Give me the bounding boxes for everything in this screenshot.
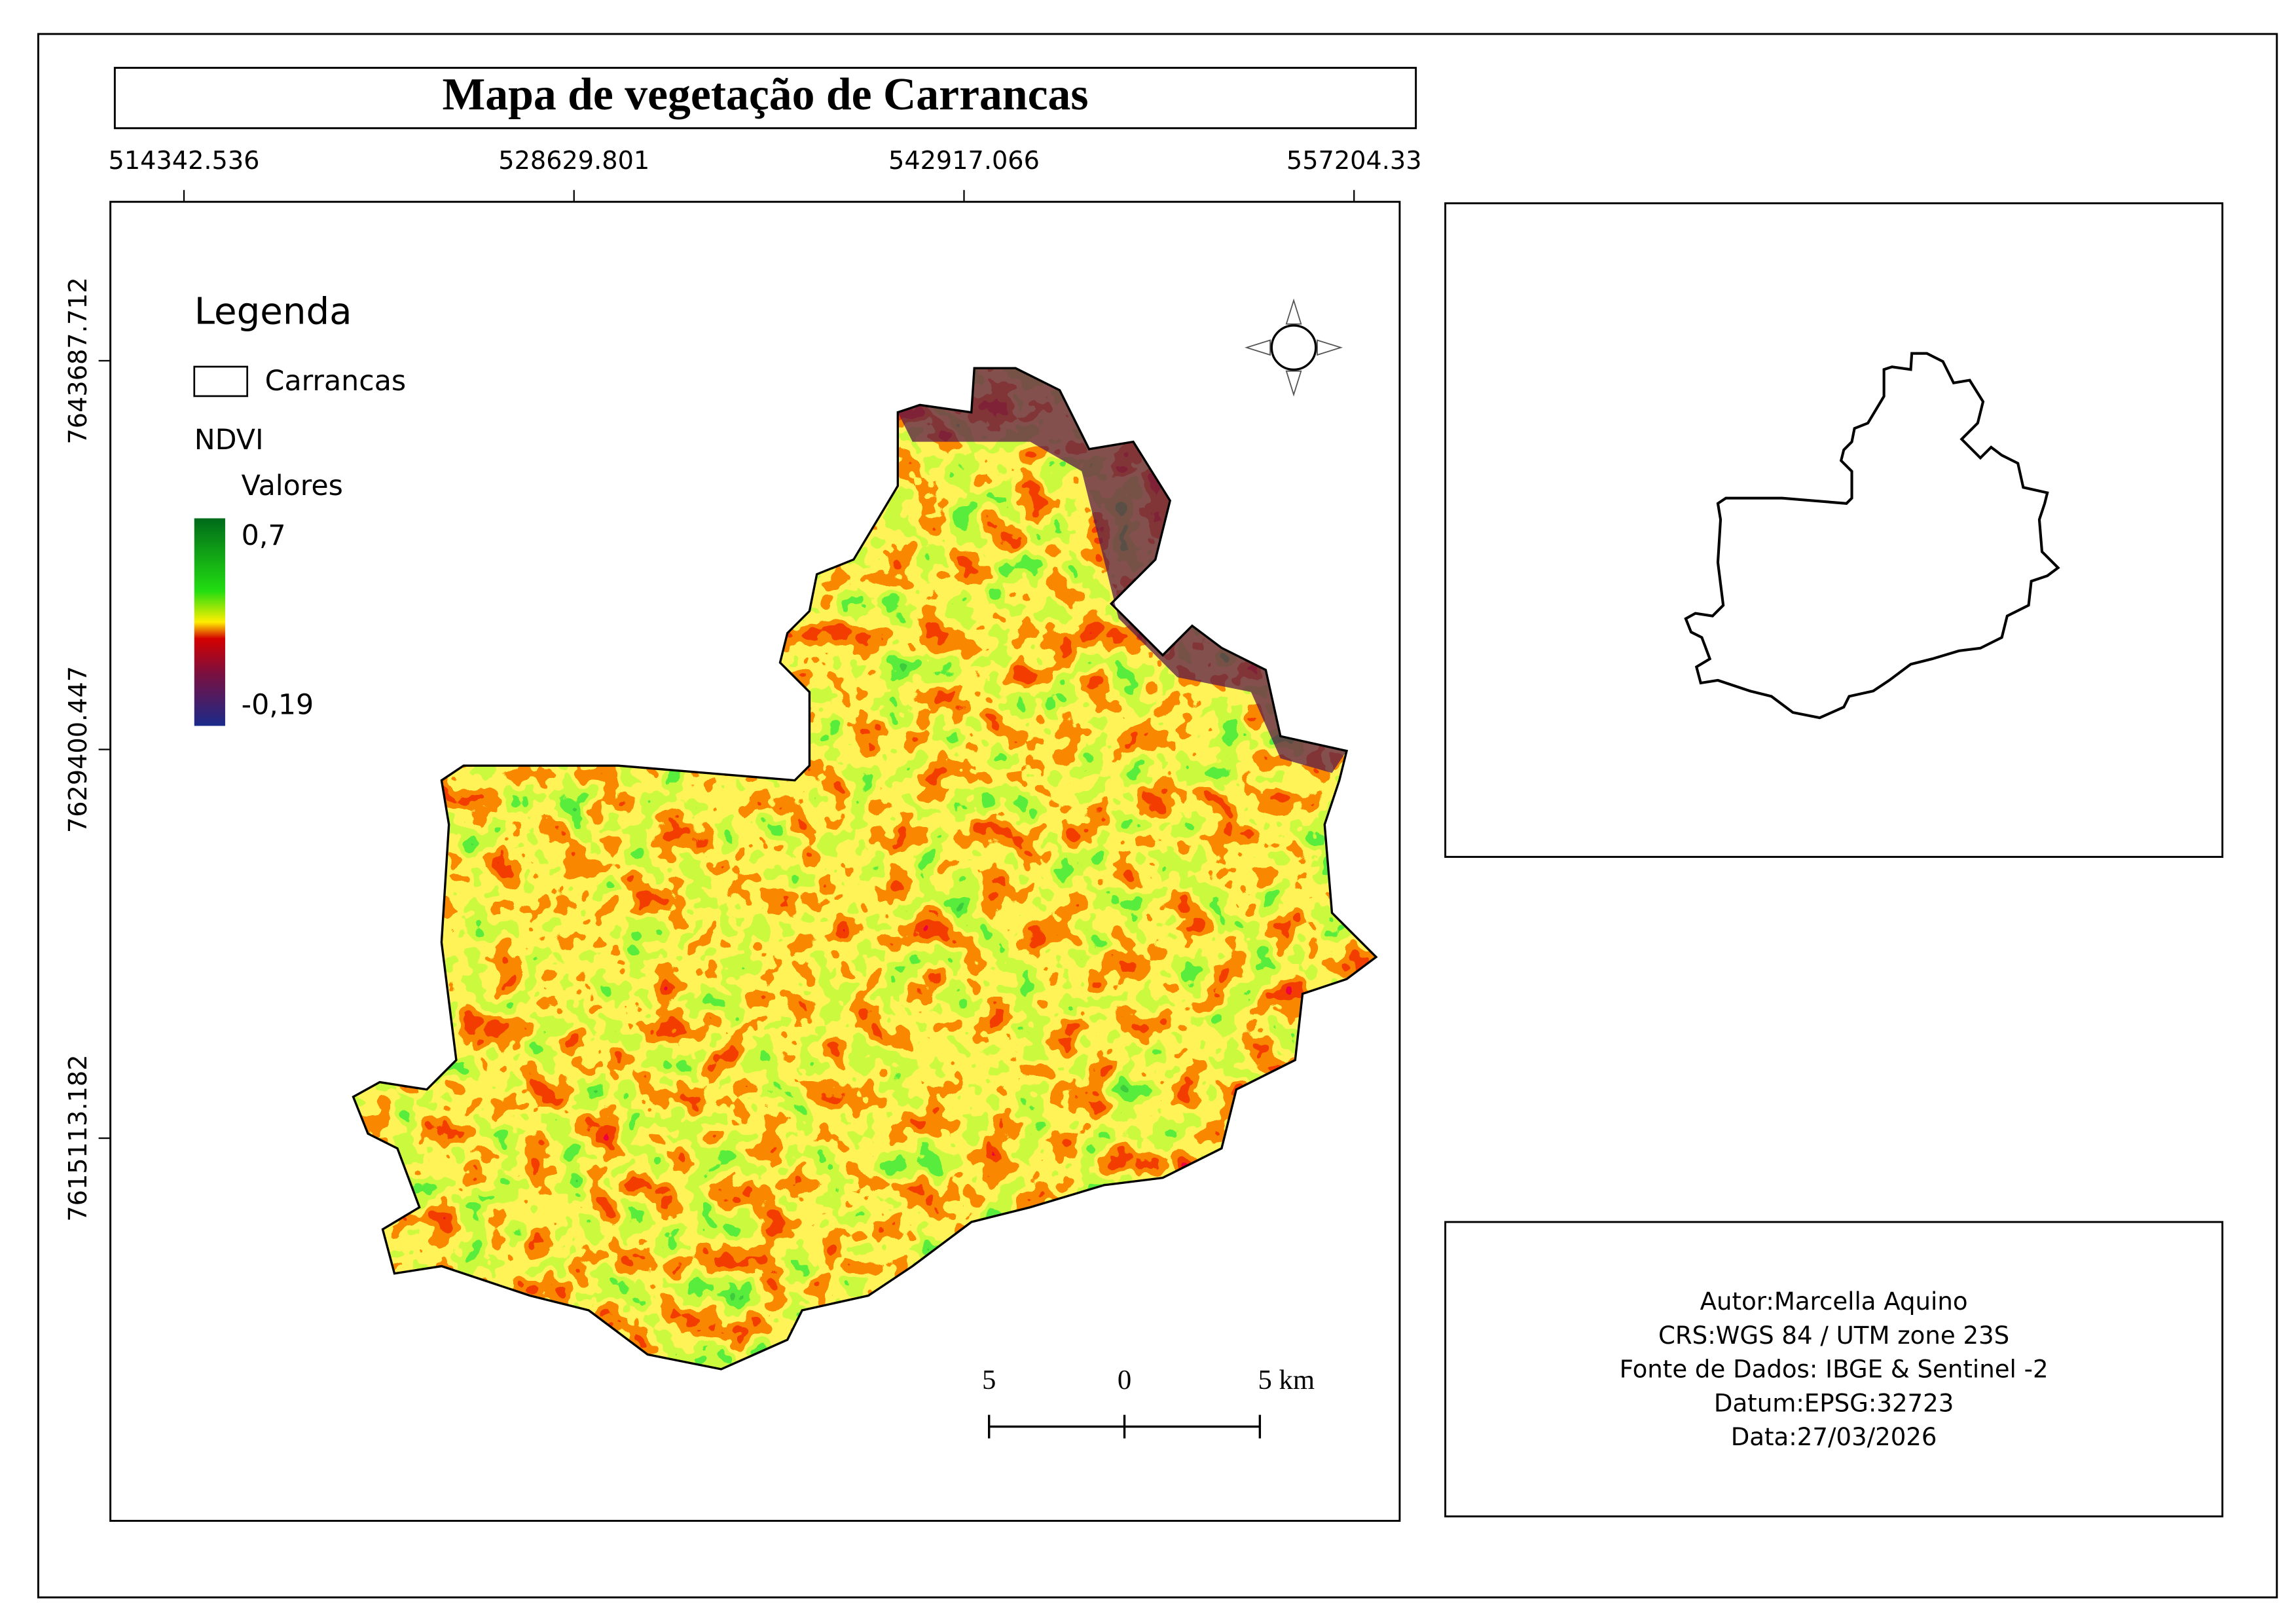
legend-swatch <box>193 365 249 397</box>
map-title: Mapa de vegetação de Carrancas <box>442 69 1088 120</box>
scale-label: 5 km <box>1258 1365 1315 1395</box>
ndvi-subtitle: Valores <box>242 470 343 502</box>
scale-bar <box>988 1414 1262 1439</box>
ndvi-raster <box>353 368 1376 1369</box>
legend-title: Legenda <box>194 291 352 333</box>
y-coordinate-label: 7615113.182 <box>64 1054 93 1221</box>
x-coordinate-label: 514342.536 <box>109 147 260 175</box>
y-coordinate-label: 7643687.712 <box>64 277 93 444</box>
page-frame <box>37 33 2278 1598</box>
info-box <box>1444 1221 2224 1518</box>
inset-frame <box>1444 202 2224 858</box>
x-coordinate-label: 557204.33 <box>1286 147 1422 175</box>
map-frame <box>109 200 1401 1522</box>
info-line: Data:27/03/2026 <box>1731 1423 1937 1451</box>
scale-label: 0 <box>1118 1365 1131 1395</box>
map <box>352 367 1377 1371</box>
ndvi-range-label: -0,19 <box>242 689 314 722</box>
low-ndvi-area <box>898 368 1347 773</box>
inset-outline <box>1686 354 2058 718</box>
info-line: Datum:EPSG:32723 <box>1714 1389 1954 1417</box>
title-box <box>113 67 1417 130</box>
info-line: Autor:Marcella Aquino <box>1700 1287 1968 1316</box>
x-coordinate-label: 528629.801 <box>498 147 649 175</box>
legend-layer: Carrancas <box>265 365 406 397</box>
info-line: Fonte de Dados: IBGE & Sentinel -2 <box>1620 1356 2049 1384</box>
scale-label: 5 <box>982 1365 996 1395</box>
north-arrow <box>1245 298 1343 397</box>
ndvi-range-label: 0,7 <box>242 519 286 552</box>
color-ramp <box>194 518 225 726</box>
ndvi-title: NDVI <box>194 424 264 456</box>
x-coordinate-label: 542917.066 <box>888 147 1040 175</box>
y-coordinate-label: 7629400.447 <box>64 666 93 833</box>
info-line: CRS:WGS 84 / UTM zone 23S <box>1658 1321 2009 1350</box>
